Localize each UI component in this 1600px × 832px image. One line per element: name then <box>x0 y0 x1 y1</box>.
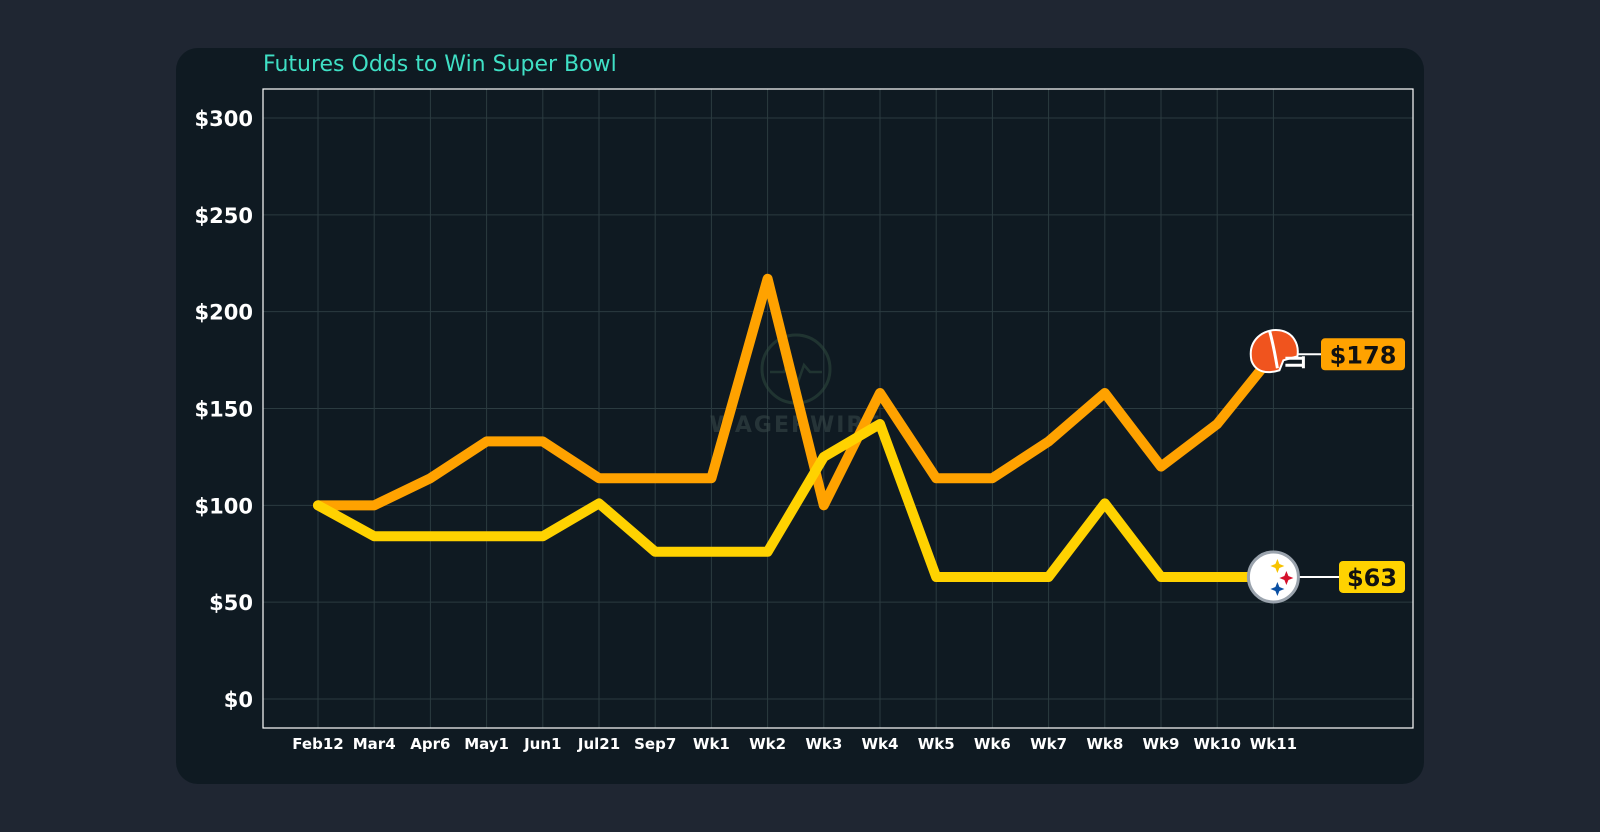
x-tick-label: Wk11 <box>1250 735 1297 753</box>
y-tick-label: $100 <box>195 494 253 518</box>
watermark-text: WAGERWIRE <box>710 413 883 438</box>
grid <box>263 89 1413 728</box>
browns-series-line <box>313 273 1279 511</box>
steelers-series-line <box>313 418 1279 582</box>
helmet-stripe <box>1267 329 1279 369</box>
y-tick-label: $50 <box>209 591 253 615</box>
hypocycloid-red <box>1279 570 1294 585</box>
steelers-value-label: $63 <box>1347 564 1397 592</box>
x-tick-label: Wk5 <box>918 735 955 753</box>
x-tick-label: Wk2 <box>749 735 786 753</box>
y-tick-label: $150 <box>195 398 253 422</box>
x-tick-label: Wk10 <box>1193 735 1240 753</box>
wordmark-bg <box>1255 572 1272 580</box>
x-tick-label: Wk6 <box>974 735 1011 753</box>
y-axis-ticks: $0 $50 $100 $150 $200 $250 $300 <box>195 107 253 712</box>
chart-title: Futures Odds to Win Super Bowl <box>263 52 617 77</box>
x-tick-label: Feb12 <box>292 735 343 753</box>
x-tick-label: Jul21 <box>577 735 620 753</box>
x-tick-label: Sep7 <box>634 735 676 753</box>
plot-frame <box>262 88 1414 729</box>
steelers-logo-icon <box>1246 550 1300 604</box>
x-tick-label: Mar4 <box>353 735 396 753</box>
steelers-value-box <box>1339 560 1405 593</box>
x-tick-label: Wk1 <box>693 735 730 753</box>
x-tick-label: May1 <box>464 735 509 753</box>
browns-value-box <box>1321 338 1405 371</box>
x-axis-ticks: Feb12 Mar4 Apr6 May1 Jun1 Jul21 Sep7 Wk1 Wk2 Wk3 W… <box>292 735 1297 753</box>
y-tick-label: $200 <box>195 301 253 325</box>
hypocycloid-blue <box>1270 581 1285 596</box>
x-tick-label: Wk4 <box>862 735 899 753</box>
x-tick-label: Wk8 <box>1086 735 1123 753</box>
y-tick-label: $300 <box>195 107 253 131</box>
series-lines <box>313 273 1279 582</box>
hypocycloid-yellow <box>1270 558 1285 573</box>
x-tick-label: Apr6 <box>410 735 450 753</box>
series-end-markers: $178 $63 <box>1246 329 1405 604</box>
helmet-facemask <box>1285 356 1305 369</box>
x-tick-label: Jun1 <box>523 735 561 753</box>
y-tick-label: $250 <box>195 204 253 228</box>
y-tick-label: $0 <box>224 688 253 712</box>
browns-value-label: $178 <box>1330 341 1397 369</box>
browns-helmet-icon <box>1249 329 1305 374</box>
x-tick-label: Wk7 <box>1030 735 1067 753</box>
logo-disc <box>1246 550 1300 604</box>
x-tick-label: Wk3 <box>805 735 842 753</box>
x-tick-label: Wk9 <box>1143 735 1180 753</box>
